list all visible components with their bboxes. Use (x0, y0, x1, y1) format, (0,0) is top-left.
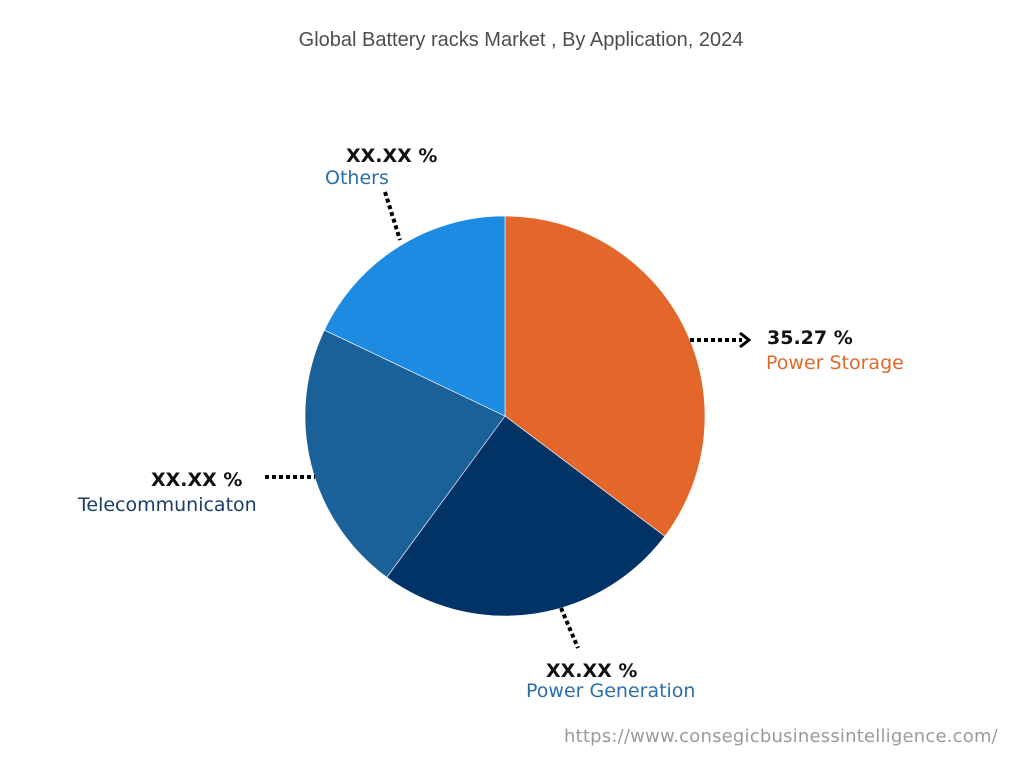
pie-slice-power-generation (386, 415, 666, 617)
power-storage-label: Power Storage (766, 352, 904, 374)
arrow-icon (739, 331, 752, 349)
power-generation-label: Power Generation (526, 680, 696, 702)
others-leader (383, 191, 402, 241)
power-generation-leader (559, 607, 580, 649)
telecom-value: XX.XX % (151, 469, 243, 491)
source-url: https://www.consegicbusinessintelligence… (564, 726, 998, 747)
telecom-label: Telecommunicaton (78, 494, 257, 516)
pie-slice-others (324, 215, 506, 417)
pie-slice-telecommunicaton (304, 329, 506, 578)
power-storage-value: 35.27 % (767, 327, 853, 349)
power-generation-value: XX.XX % (546, 660, 638, 682)
others-label: Others (325, 167, 389, 189)
others-value: XX.XX % (346, 145, 438, 167)
pie-slice-power-storage (504, 215, 706, 537)
chart-title: Global Battery racks Market , By Applica… (298, 29, 744, 51)
